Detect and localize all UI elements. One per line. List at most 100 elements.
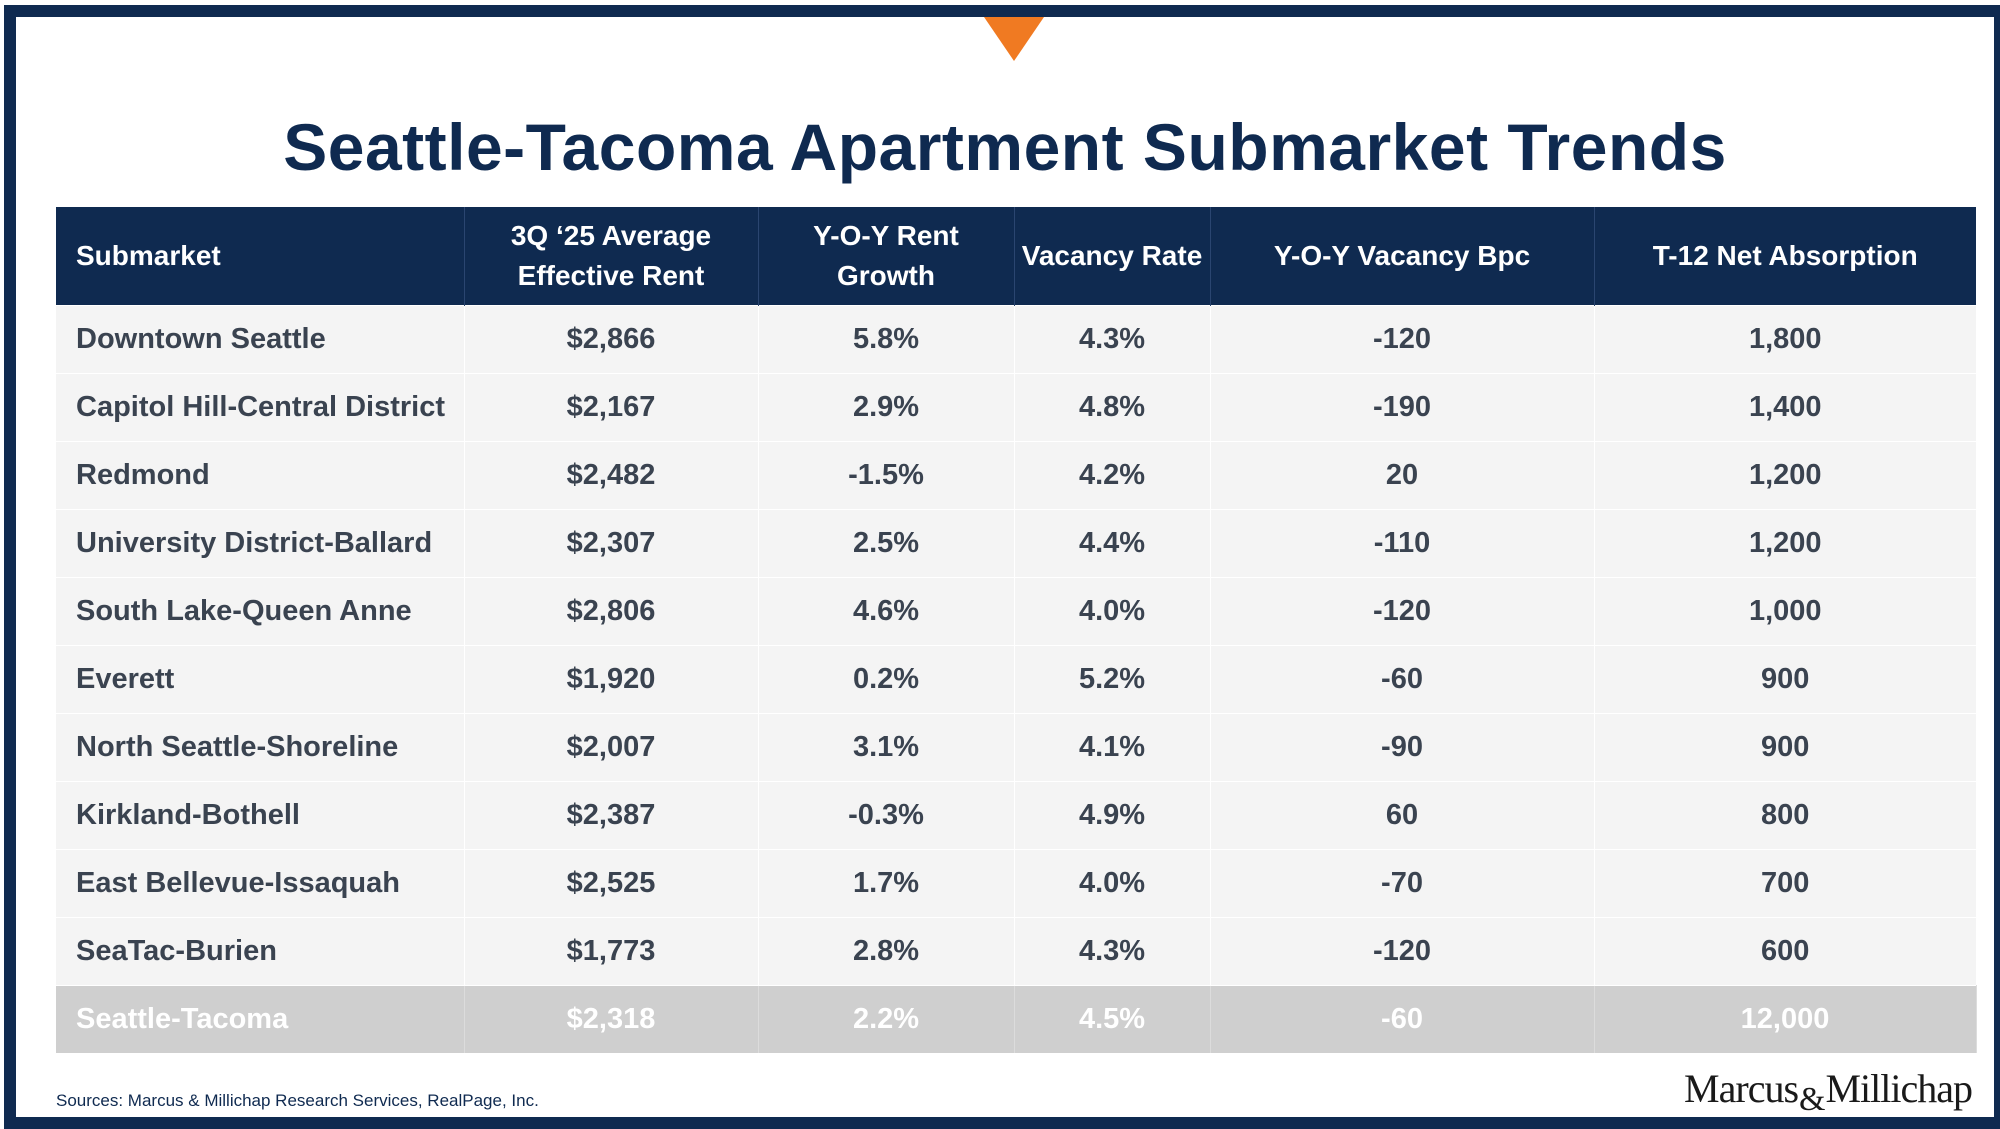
value-cell: 800 xyxy=(1594,781,1976,850)
submarket-name-cell: Downtown Seattle xyxy=(56,305,465,374)
value-cell: 5.2% xyxy=(1014,645,1211,714)
value-cell: -0.3% xyxy=(758,781,1015,850)
value-cell: -110 xyxy=(1210,509,1595,578)
column-header-line: Y-O-Y Vacancy Bpc xyxy=(1273,240,1531,271)
column-header-line: Effective Rent xyxy=(517,260,705,291)
value-cell: 20 xyxy=(1210,441,1595,510)
submarket-table: Submarket 3Q ‘25 Average Effective Rent Y-O… xyxy=(56,207,1977,1053)
table-row: North Seattle-Shoreline $2,007 3.1% 4.1% -90… xyxy=(56,713,1976,782)
value-cell: 700 xyxy=(1594,849,1976,918)
value-cell: 1.7% xyxy=(758,849,1015,918)
value-cell: 4.6% xyxy=(758,577,1015,646)
value-cell: 4.8% xyxy=(1014,373,1211,442)
column-header-line: Y-O-Y Rent xyxy=(813,220,959,251)
column-header-line: T-12 Net Absorption xyxy=(1652,240,1918,271)
value-cell: 4.0% xyxy=(1014,577,1211,646)
table-row: South Lake-Queen Anne $2,806 4.6% 4.0% -120 1… xyxy=(56,577,1976,646)
value-cell: 60 xyxy=(1210,781,1595,850)
value-cell: 1,200 xyxy=(1594,509,1976,578)
submarket-name-cell: South Lake-Queen Anne xyxy=(56,577,465,646)
value-cell: $1,920 xyxy=(464,645,759,714)
table-row: East Bellevue-Issaquah $2,525 1.7% 4.0% -70 7… xyxy=(56,849,1976,918)
value-cell: -90 xyxy=(1210,713,1595,782)
value-cell: 2.9% xyxy=(758,373,1015,442)
source-note: Sources: Marcus & Millichap Research Ser… xyxy=(56,1091,539,1110)
value-cell: 4.2% xyxy=(1014,441,1211,510)
slide-frame: Seattle-Tacoma Apartment Submarket Trend… xyxy=(4,5,2000,1129)
value-cell: 2.2% xyxy=(758,985,1015,1053)
value-cell: -70 xyxy=(1210,849,1595,918)
table-row: Kirkland-Bothell $2,387 -0.3% 4.9% 60 800 xyxy=(56,781,1976,850)
value-cell: $2,806 xyxy=(464,577,759,646)
value-cell: 1,800 xyxy=(1594,305,1976,374)
submarket-name-cell: Kirkland-Bothell xyxy=(56,781,465,850)
column-header-line: 3Q ‘25 Average xyxy=(510,220,712,251)
company-logo: Marcus&Millichap xyxy=(1684,1065,1973,1118)
submarket-name-cell: University District-Ballard xyxy=(56,509,465,578)
value-cell: -190 xyxy=(1210,373,1595,442)
column-header: 3Q ‘25 Average Effective Rent xyxy=(464,207,759,306)
column-header-line: Vacancy Rate xyxy=(1021,240,1203,271)
submarket-name-cell: North Seattle-Shoreline xyxy=(56,713,465,782)
table-row: Capitol Hill-Central District $2,167 2.9% 4… xyxy=(56,373,1976,442)
column-header-line: Growth xyxy=(837,260,935,291)
table-header-row: Submarket 3Q ‘25 Average Effective Rent Y-O… xyxy=(56,207,1976,306)
value-cell: -120 xyxy=(1210,577,1595,646)
value-cell: 0.2% xyxy=(758,645,1015,714)
value-cell: -120 xyxy=(1210,917,1595,986)
table-row: Downtown Seattle $2,866 5.8% 4.3% -120 1,800 xyxy=(56,305,1976,374)
table-row: University District-Ballard $2,307 2.5% 4.4… xyxy=(56,509,1976,578)
column-header: T-12 Net Absorption xyxy=(1594,207,1976,306)
value-cell: 2.5% xyxy=(758,509,1015,578)
value-cell: 4.1% xyxy=(1014,713,1211,782)
logo-ampersand: & xyxy=(1799,1081,1825,1118)
value-cell: -120 xyxy=(1210,305,1595,374)
value-cell: $2,318 xyxy=(464,985,759,1053)
value-cell: $1,773 xyxy=(464,917,759,986)
value-cell: 12,000 xyxy=(1594,985,1977,1053)
value-cell: 2.8% xyxy=(758,917,1015,986)
value-cell: 4.9% xyxy=(1014,781,1211,850)
submarket-name-cell: Capitol Hill-Central District xyxy=(56,373,465,442)
value-cell: $2,525 xyxy=(464,849,759,918)
orange-triangle-marker xyxy=(984,17,1044,61)
value-cell: $2,387 xyxy=(464,781,759,850)
value-cell: -60 xyxy=(1210,985,1595,1053)
value-cell: 4.0% xyxy=(1014,849,1211,918)
value-cell: 3.1% xyxy=(758,713,1015,782)
column-header: Y-O-Y Vacancy Bpc xyxy=(1210,207,1595,306)
value-cell: $2,167 xyxy=(464,373,759,442)
value-cell: 4.4% xyxy=(1014,509,1211,578)
logo-word-right: Millichap xyxy=(1825,1066,1973,1111)
value-cell: 900 xyxy=(1594,713,1976,782)
value-cell: $2,007 xyxy=(464,713,759,782)
submarket-name-cell: SeaTac-Burien xyxy=(56,917,465,986)
column-header: Vacancy Rate xyxy=(1014,207,1211,306)
logo-word-left: Marcus xyxy=(1684,1066,1799,1111)
table-row: Redmond $2,482 -1.5% 4.2% 20 1,200 xyxy=(56,441,1976,510)
value-cell: -60 xyxy=(1210,645,1595,714)
table-row: Everett $1,920 0.2% 5.2% -60 900 xyxy=(56,645,1976,714)
value-cell: 1,200 xyxy=(1594,441,1976,510)
submarket-name-cell: Redmond xyxy=(56,441,465,510)
page-title: Seattle-Tacoma Apartment Submarket Trend… xyxy=(283,110,1727,184)
total-row: Seattle-Tacoma $2,318 2.2% 4.5% -60 12,000 xyxy=(56,985,1977,1053)
value-cell: 4.5% xyxy=(1014,985,1211,1053)
value-cell: 1,400 xyxy=(1594,373,1976,442)
value-cell: -1.5% xyxy=(758,441,1015,510)
value-cell: $2,307 xyxy=(464,509,759,578)
column-header: Y-O-Y Rent Growth xyxy=(758,207,1015,306)
submarket-name-cell: East Bellevue-Issaquah xyxy=(56,849,465,918)
value-cell: 600 xyxy=(1594,917,1976,986)
submarket-name-cell: Everett xyxy=(56,645,465,714)
value-cell: 4.3% xyxy=(1014,917,1211,986)
value-cell: 1,000 xyxy=(1594,577,1976,646)
submarket-name-cell: Seattle-Tacoma xyxy=(56,985,465,1053)
value-cell: $2,482 xyxy=(464,441,759,510)
table-row: SeaTac-Burien $1,773 2.8% 4.3% -120 600 xyxy=(56,917,1976,986)
value-cell: 900 xyxy=(1594,645,1976,714)
value-cell: 4.3% xyxy=(1014,305,1211,374)
value-cell: 5.8% xyxy=(758,305,1015,374)
value-cell: $2,866 xyxy=(464,305,759,374)
column-header: Submarket xyxy=(56,207,465,306)
